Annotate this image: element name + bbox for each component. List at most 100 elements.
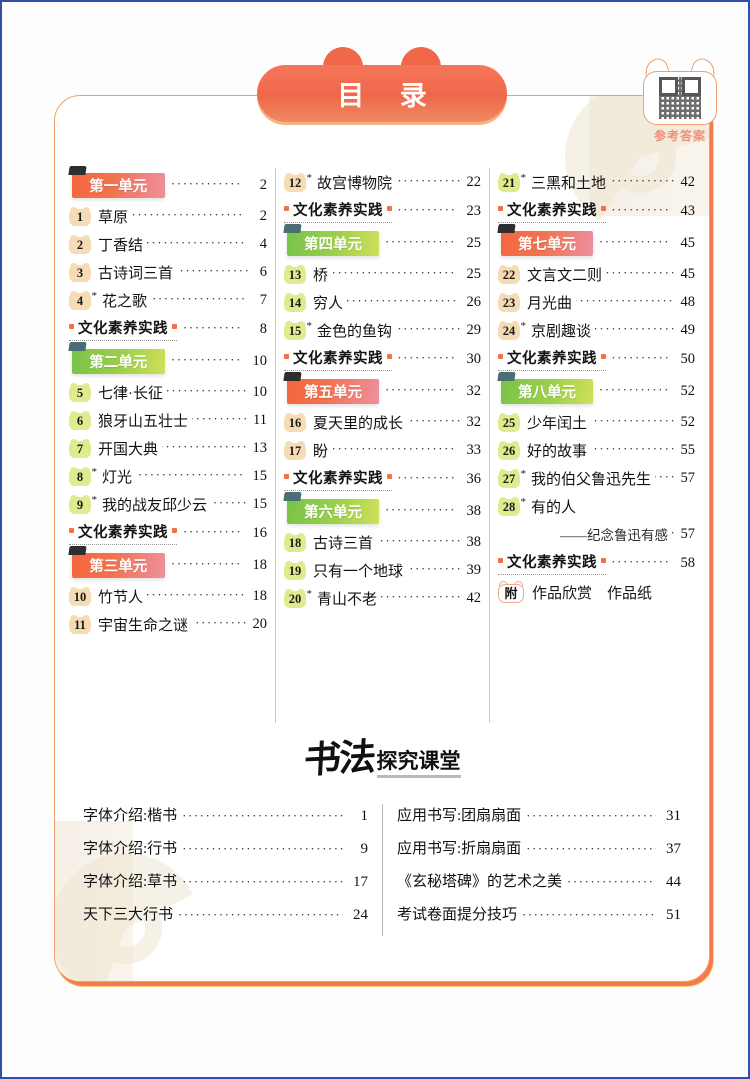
calligraphy-row[interactable]: 天下三大行书 ··································… — [83, 903, 368, 936]
lesson-row[interactable]: 20 * 青山不老······················42 — [283, 584, 481, 612]
practice-row[interactable]: 文化素养实践 ··········· 23 — [283, 196, 481, 226]
unit-label: 第三单元 — [89, 558, 148, 575]
lesson-row[interactable]: 25 少年闰土······················52 — [497, 408, 695, 436]
calligraphy-row[interactable]: 应用书写:团扇扇面 ·······························… — [397, 804, 681, 837]
lesson-row[interactable]: 7 开国大典······················13 — [69, 434, 267, 462]
lesson-row[interactable]: 5 七律·长征······················10 — [69, 378, 267, 406]
lesson-number-badge: 8 * — [69, 465, 97, 486]
calligraphy-row[interactable]: 《玄秘塔碑》的艺术之美 ·····························… — [397, 870, 681, 903]
lesson-row[interactable]: 9*我的战友邱少云······················15 — [69, 490, 267, 518]
lesson-title: 我的战友邱少云 — [102, 497, 208, 514]
badge-head-icon — [497, 414, 520, 432]
lesson-row[interactable]: 8*灯光······················15 — [69, 462, 267, 490]
lesson-row[interactable]: 19 只有一个地球······················39 — [283, 556, 481, 584]
practice-row[interactable]: 文化素养实践 ··········· 8 — [69, 314, 267, 344]
answer-qr-badge[interactable]: 参考答案 — [640, 55, 720, 147]
lesson-number: 21 — [502, 175, 516, 190]
lesson-number-badge: 26 — [497, 439, 520, 460]
badge-head-icon — [69, 208, 91, 226]
lesson-number-badge: 1 — [69, 205, 91, 226]
page-number: 42 — [466, 589, 481, 606]
lesson-row[interactable]: 26 好的故事······················55 — [497, 436, 695, 464]
lesson-row[interactable]: 15 * 金色的鱼钩······················29 — [283, 316, 481, 344]
unit-header-row[interactable]: 第一单元 ············· 2 — [69, 168, 267, 202]
practice-row[interactable]: 文化素养实践 ··········· 43 — [497, 196, 695, 226]
page-number: 55 — [680, 441, 695, 458]
leader-dots: ······················ — [147, 234, 247, 250]
unit-header-row[interactable]: 第二单元 ············· 10 — [69, 344, 267, 378]
lesson-row[interactable]: 18 古诗三首······················38 — [283, 528, 481, 556]
page-number: 36 — [466, 470, 481, 487]
lesson-row[interactable]: 24 * 京剧趣谈······················49 — [497, 316, 695, 344]
unit-header-row[interactable]: 第七单元 ············· 45 — [498, 226, 695, 260]
badge-head-icon — [283, 562, 306, 580]
lesson-subtitle: ——纪念鲁迅有感 — [559, 528, 668, 543]
badge-head-icon — [283, 294, 306, 312]
lesson-row[interactable]: 1 草原······················ 2 — [69, 202, 267, 230]
appendix-head-icon — [497, 583, 524, 603]
toc-column-3: 21*三黑和土地······················42文化素养实践··… — [488, 168, 703, 723]
practice-row[interactable]: 文化素养实践 ··········· 30 — [283, 344, 481, 374]
leader-dots: ······················ — [132, 206, 245, 222]
leader-dots: ······················ — [610, 172, 677, 188]
lesson-number-badge: 9 * — [69, 493, 97, 514]
calligraphy-row[interactable]: 字体介绍:行书 ·································… — [83, 837, 368, 870]
starred-marker: * — [91, 289, 98, 302]
lesson-row[interactable]: 14 穷人······················ 26 — [283, 288, 481, 316]
appendix-title: 作品欣赏 作品纸 — [531, 585, 652, 602]
starred-marker: * — [306, 587, 312, 600]
unit-header-row[interactable]: 第六单元 ············· 38 — [284, 494, 481, 528]
lesson-row[interactable]: 17 盼 ······················ 33 — [283, 436, 481, 464]
calligraphy-row[interactable]: 字体介绍:草书 ·································… — [83, 870, 368, 903]
lesson-row[interactable]: 16 夏天里的成长······················32 — [283, 408, 481, 436]
lesson-row[interactable]: 22 文言文二则······················45 — [497, 260, 695, 288]
lesson-row[interactable]: 4*花之歌······················7 — [69, 286, 267, 314]
practice-row[interactable]: 文化素养实践 ··········· 58 — [497, 548, 695, 578]
lesson-number-badge: 20 * — [283, 587, 312, 608]
unit-header-row[interactable]: 第五单元 ············· 32 — [284, 374, 481, 408]
lesson-row[interactable]: 6 狼牙山五壮士······················11 — [69, 406, 267, 434]
lesson-row[interactable]: 2 丁香结······················ 4 — [69, 230, 267, 258]
leader-dots: ······················ — [591, 440, 677, 456]
lesson-subtitle-row[interactable]: ——纪念鲁迅有感 ··· 57 — [498, 520, 695, 548]
lesson-title: 穷人 — [312, 295, 343, 312]
practice-row[interactable]: 文化素养实践 ··········· 16 — [69, 518, 267, 548]
unit-label: 第四单元 — [303, 236, 362, 253]
lesson-title: 金色的鱼钩 — [316, 323, 392, 340]
leader-dots: ··········· — [181, 523, 243, 539]
calligraphy-row[interactable]: 考试卷面提分技巧 ································… — [397, 903, 681, 936]
calligraphy-row[interactable]: 字体介绍:楷书 ·································… — [83, 804, 368, 837]
lesson-row[interactable]: 11 宇宙生命之谜······················20 — [69, 610, 267, 638]
lesson-row[interactable]: 21 * 三黑和土地······················42 — [497, 168, 695, 196]
page-number: 8 — [259, 320, 267, 337]
page-number: 24 — [353, 907, 368, 923]
lesson-row[interactable]: 3 古诗词三首······················ 6 — [69, 258, 267, 286]
unit-label: 第八单元 — [517, 384, 576, 401]
lesson-row[interactable]: 12 * 故宫博物院······················22 — [283, 168, 481, 196]
lesson-row[interactable]: 27 * 我的伯父鲁迅先生······················57 — [497, 464, 695, 492]
practice-row[interactable]: 文化素养实践 ··········· 50 — [497, 344, 695, 374]
unit-header-row[interactable]: 第三单元 ············· 18 — [69, 548, 267, 582]
page-number: 33 — [466, 441, 481, 458]
lesson-row[interactable]: 23 月光曲······················ 48 — [497, 288, 695, 316]
lesson-number-badge: 25 — [497, 411, 520, 432]
unit-header-row[interactable]: 第四单元 ············· 25 — [284, 226, 481, 260]
qr-code-icon[interactable] — [659, 77, 701, 119]
lesson-title: 只有一个地球 — [312, 563, 403, 580]
lesson-title: 我的伯父鲁迅先生 — [530, 471, 651, 488]
practice-row[interactable]: 文化素养实践 ··········· 36 — [283, 464, 481, 494]
lesson-title: 古诗词三首 — [98, 265, 174, 282]
lesson-row[interactable]: 28 * 有的人 — [497, 492, 695, 520]
badge-head-icon — [69, 264, 91, 282]
qr-body[interactable] — [643, 71, 717, 125]
unit-header-row[interactable]: 第八单元 ············· 52 — [498, 374, 695, 408]
lesson-number: 4 — [76, 293, 84, 308]
calligraphy-row[interactable]: 应用书写:折扇扇面 ·······························… — [397, 837, 681, 870]
appendix-row[interactable]: 附作品欣赏 作品纸 — [497, 578, 695, 606]
lesson-row[interactable]: 10 竹节人······················ 18 — [69, 582, 267, 610]
leader-dots: ············· — [168, 175, 243, 191]
lesson-row[interactable]: 13 桥 ······················ 25 — [283, 260, 481, 288]
page-number: 26 — [466, 293, 481, 310]
leader-dots: ······················ — [192, 410, 250, 426]
